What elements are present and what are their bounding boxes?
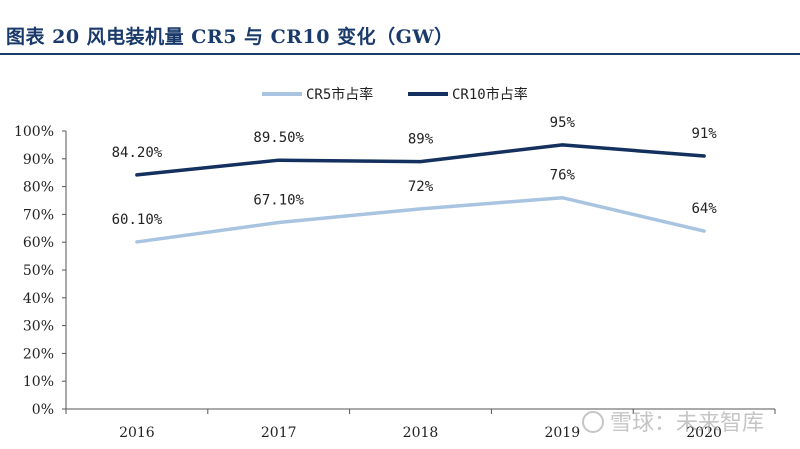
watermark: 雪球：未来智库 <box>582 405 764 437</box>
legend-cr5-label: CR5市占率 <box>306 86 373 103</box>
y-tick-label: 10% <box>23 374 54 390</box>
watermark-text: 雪球：未来智库 <box>610 411 765 436</box>
cr5-series-line <box>135 195 706 244</box>
y-tick-label: 70% <box>23 207 54 223</box>
cr5-data-label: 67.10% <box>253 192 304 208</box>
x-tick-label: 2017 <box>261 425 297 441</box>
y-tick-label: 40% <box>23 291 54 307</box>
y-tick-label: 50% <box>23 263 54 279</box>
y-tick-label: 0% <box>32 402 54 418</box>
legend-cr10-label: CR10市占率 <box>452 86 528 103</box>
y-tick-label: 100% <box>14 124 54 140</box>
x-tick-label: 2018 <box>403 425 439 441</box>
cr10-series-line <box>135 143 706 177</box>
snowball-logo-icon <box>582 411 604 433</box>
x-tick-label: 2020 <box>686 425 722 441</box>
cr10-data-label: 91% <box>691 126 717 142</box>
cr10-data-label: 89% <box>408 132 434 148</box>
y-tick-label: 60% <box>23 235 54 251</box>
title-rule <box>0 53 800 55</box>
y-tick-label: 30% <box>23 319 54 335</box>
cr10-data-label: 84.20% <box>112 145 163 161</box>
cr5-data-label: 60.10% <box>112 212 163 228</box>
y-tick-label: 20% <box>23 346 54 362</box>
cr5-data-label: 72% <box>408 179 434 195</box>
cr5-data-label: 76% <box>550 168 576 184</box>
y-tick-label: 80% <box>23 180 54 196</box>
cr5-data-label: 64% <box>691 201 717 217</box>
x-tick-label: 2016 <box>119 425 155 441</box>
cr10-data-label: 95% <box>550 115 576 131</box>
data-labels-layer: 60.10% 67.10% 72% 76% 64% 84.20% 89.50% 89% 95% 9… <box>112 115 718 228</box>
figure-title: 图表 20 风电装机量 CR5 与 CR10 变化（GW） <box>6 26 454 48</box>
chart-legend: CR5市占率 CR10市占率 <box>262 86 528 103</box>
chart-axes: 0% 10% 20% 30% 40% 50% 60% 70% 80% 90% 100% 2016 201… <box>14 124 776 441</box>
series-layer <box>135 143 706 244</box>
y-tick-label: 90% <box>23 152 54 168</box>
cr10-data-label: 89.50% <box>253 130 304 146</box>
x-tick-label: 2019 <box>544 425 580 441</box>
